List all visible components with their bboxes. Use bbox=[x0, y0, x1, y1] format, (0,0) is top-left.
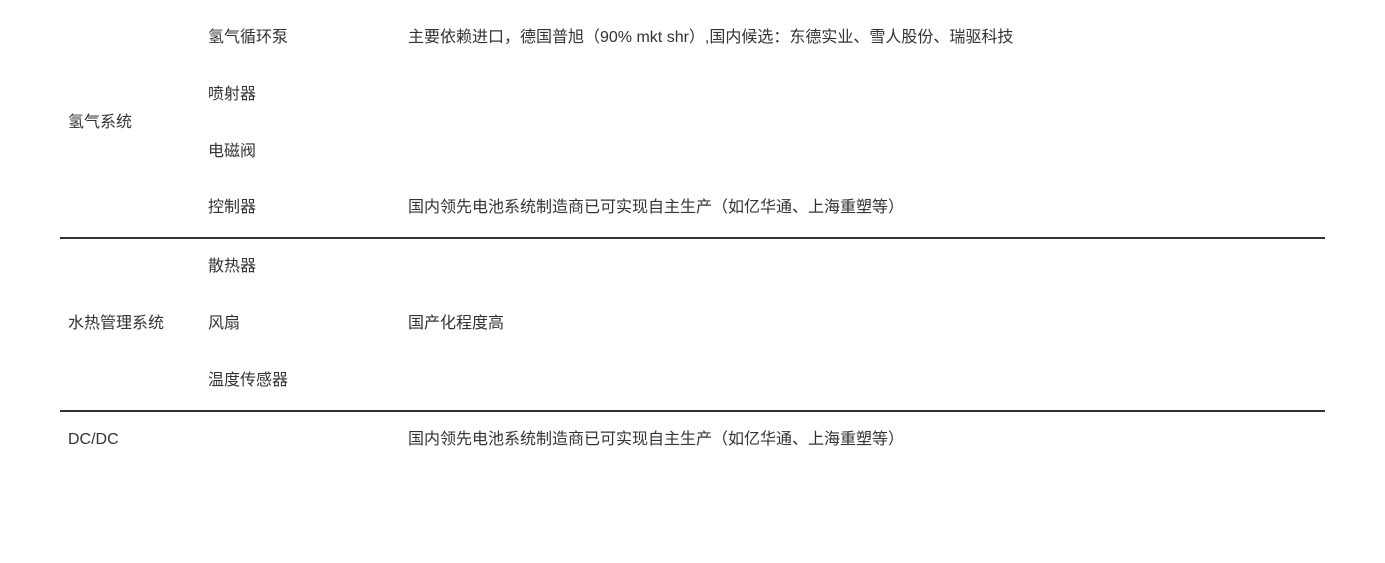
table-row: 喷射器 bbox=[60, 67, 1325, 124]
category-cell: DC/DC bbox=[60, 412, 200, 469]
description-cell bbox=[400, 353, 1325, 411]
description-cell bbox=[400, 67, 1325, 124]
description-cell bbox=[400, 239, 1325, 296]
component-cell: 氢气循环泵 bbox=[200, 10, 400, 67]
component-cell: 控制器 bbox=[200, 180, 400, 238]
table-row: 氢气系统 氢气循环泵 主要依赖进口，德国普旭（90% mkt shr）,国内候选… bbox=[60, 10, 1325, 67]
category-cell: 水热管理系统 bbox=[60, 239, 200, 410]
category-cell: 氢气系统 bbox=[60, 10, 200, 238]
component-cell: 风扇 bbox=[200, 296, 400, 353]
component-cell bbox=[200, 412, 400, 469]
table-row: 控制器 国内领先电池系统制造商已可实现自主生产（如亿华通、上海重塑等） bbox=[60, 180, 1325, 238]
component-cell: 温度传感器 bbox=[200, 353, 400, 411]
component-cell: 喷射器 bbox=[200, 67, 400, 124]
table-row: DC/DC 国内领先电池系统制造商已可实现自主生产（如亿华通、上海重塑等） bbox=[60, 412, 1325, 469]
component-cell: 电磁阀 bbox=[200, 124, 400, 181]
table-row: 风扇 国产化程度高 bbox=[60, 296, 1325, 353]
description-cell: 国内领先电池系统制造商已可实现自主生产（如亿华通、上海重塑等） bbox=[400, 180, 1325, 238]
table-row: 电磁阀 bbox=[60, 124, 1325, 181]
description-cell: 国内领先电池系统制造商已可实现自主生产（如亿华通、上海重塑等） bbox=[400, 412, 1325, 469]
description-cell bbox=[400, 124, 1325, 181]
table-row: 水热管理系统 散热器 bbox=[60, 239, 1325, 296]
component-cell: 散热器 bbox=[200, 239, 400, 296]
components-table: 氢气系统 氢气循环泵 主要依赖进口，德国普旭（90% mkt shr）,国内候选… bbox=[60, 10, 1325, 468]
description-cell: 国产化程度高 bbox=[400, 296, 1325, 353]
table-row: 温度传感器 bbox=[60, 353, 1325, 411]
description-cell: 主要依赖进口，德国普旭（90% mkt shr）,国内候选：东德实业、雪人股份、… bbox=[400, 10, 1325, 67]
